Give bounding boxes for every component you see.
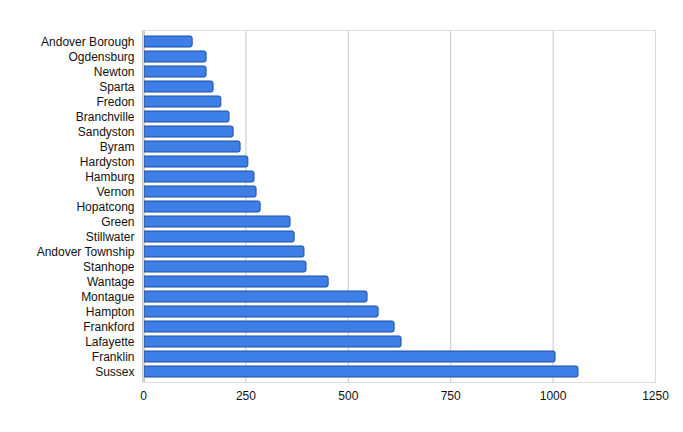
svg-text:Hampton: Hampton xyxy=(86,305,135,319)
svg-text:1250: 1250 xyxy=(642,389,669,403)
svg-text:Hardyston: Hardyston xyxy=(80,155,135,169)
svg-text:Franklin: Franklin xyxy=(92,350,135,364)
svg-text:Andover Borough: Andover Borough xyxy=(41,35,134,49)
svg-text:1000: 1000 xyxy=(540,389,567,403)
svg-text:Hamburg: Hamburg xyxy=(85,170,134,184)
svg-text:750: 750 xyxy=(441,389,461,403)
svg-text:Green: Green xyxy=(101,215,134,229)
svg-text:Stillwater: Stillwater xyxy=(86,230,135,244)
svg-text:Sparta: Sparta xyxy=(99,80,135,94)
svg-text:Byram: Byram xyxy=(100,140,135,154)
svg-text:Montague: Montague xyxy=(81,290,135,304)
svg-text:Newton: Newton xyxy=(94,65,135,79)
svg-text:Ogdensburg: Ogdensburg xyxy=(68,50,134,64)
svg-text:Lafayette: Lafayette xyxy=(85,335,135,349)
svg-text:Sandyston: Sandyston xyxy=(78,125,135,139)
svg-text:Frankford: Frankford xyxy=(83,320,134,334)
svg-text:Sussex: Sussex xyxy=(95,365,134,379)
svg-text:Branchville: Branchville xyxy=(76,110,135,124)
svg-text:250: 250 xyxy=(236,389,256,403)
svg-text:Andover Township: Andover Township xyxy=(37,245,135,259)
svg-text:Fredon: Fredon xyxy=(96,95,134,109)
svg-text:500: 500 xyxy=(338,389,358,403)
svg-text:Vernon: Vernon xyxy=(96,185,134,199)
svg-text:Hopatcong: Hopatcong xyxy=(76,200,134,214)
svg-text:0: 0 xyxy=(140,389,147,403)
svg-text:Wantage: Wantage xyxy=(87,275,135,289)
svg-text:Stanhope: Stanhope xyxy=(83,260,135,274)
